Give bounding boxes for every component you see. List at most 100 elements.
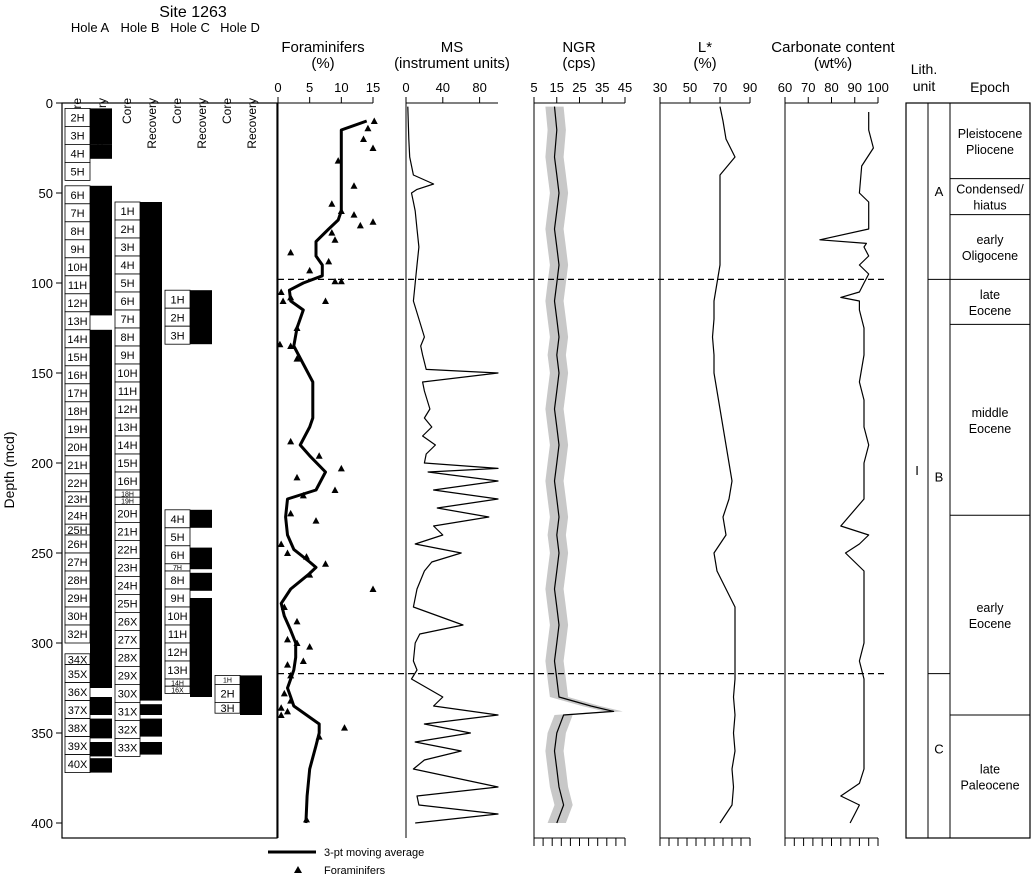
x-tick-label: 70 bbox=[801, 80, 815, 95]
depth-tick-label: 100 bbox=[31, 276, 53, 291]
core-label: 6H bbox=[170, 550, 184, 562]
x-tick-label: 5 bbox=[306, 80, 313, 95]
epoch-label: late bbox=[980, 288, 1000, 302]
core-label: 3H bbox=[170, 330, 184, 342]
core-label: 37X bbox=[68, 705, 88, 717]
data-point bbox=[356, 221, 364, 229]
core-label: 16X bbox=[171, 687, 184, 694]
x-tick-label: 70 bbox=[713, 80, 727, 95]
core-label: 35X bbox=[68, 669, 88, 681]
core-label: 1H bbox=[170, 294, 184, 306]
core-label: 2H bbox=[220, 689, 234, 701]
data-point bbox=[331, 236, 339, 243]
x-tick-label: 40 bbox=[436, 80, 450, 95]
recovery-bar bbox=[140, 742, 162, 755]
core-label: 29H bbox=[67, 593, 87, 605]
hole-name: Hole A bbox=[71, 20, 110, 35]
chart-unit-label: (wt%) bbox=[814, 55, 852, 72]
core-label: 28X bbox=[118, 653, 138, 665]
core-label: 18H bbox=[121, 491, 134, 498]
data-point bbox=[325, 257, 333, 265]
core-label: 27H bbox=[67, 557, 87, 569]
core-label: 22H bbox=[67, 478, 87, 490]
legend: 3-pt moving average Foraminifers bbox=[268, 847, 424, 877]
core-label: 32X bbox=[118, 725, 138, 737]
epoch-label: early bbox=[976, 601, 1004, 615]
core-label: 14H bbox=[171, 680, 184, 687]
core-panel-frame bbox=[61, 102, 278, 839]
epoch-label: Eocene bbox=[969, 617, 1011, 631]
core-box bbox=[64, 624, 91, 644]
core-label: 23H bbox=[67, 494, 87, 506]
core-label: 8H bbox=[120, 332, 134, 344]
chart-panel-3: L*(%) 30 50 70 90 bbox=[653, 39, 757, 846]
core-label: 30H bbox=[67, 611, 87, 623]
chart-title: NGR bbox=[562, 39, 596, 56]
lith-title-2: unit bbox=[913, 78, 936, 94]
data-point bbox=[322, 297, 329, 304]
chart-panel-0: Foraminifers(%) 0 5 10 15 bbox=[274, 39, 380, 838]
recovery-bar bbox=[90, 697, 112, 715]
data-point bbox=[293, 324, 301, 331]
series-line bbox=[407, 106, 499, 824]
epoch-label: Paleocene bbox=[960, 779, 1019, 793]
core-label: 11H bbox=[68, 280, 87, 292]
core-label: 7H bbox=[173, 565, 182, 572]
x-tick-label: 90 bbox=[848, 80, 862, 95]
core-label: 14H bbox=[67, 334, 87, 346]
recovery-bar bbox=[90, 144, 112, 159]
x-tick-label: 100 bbox=[867, 80, 889, 95]
hole-name: Hole C bbox=[170, 20, 210, 35]
chart-unit-label: (cps) bbox=[562, 55, 595, 72]
data-point bbox=[306, 266, 314, 274]
core-label: 13H bbox=[167, 665, 187, 677]
data-point bbox=[284, 635, 291, 643]
data-point bbox=[284, 661, 291, 668]
core-label: 21H bbox=[117, 527, 137, 539]
core-label: 13H bbox=[117, 422, 137, 434]
x-tick-label: 15 bbox=[550, 80, 564, 95]
epoch-label: Pliocene bbox=[966, 143, 1014, 157]
data-point bbox=[303, 815, 310, 823]
core-label: 29X bbox=[118, 671, 138, 683]
data-point bbox=[337, 464, 345, 472]
data-point bbox=[277, 704, 285, 711]
lith-title: Lith. bbox=[911, 61, 937, 77]
core-box bbox=[164, 325, 191, 345]
core-label: 8H bbox=[70, 226, 84, 238]
subunit-label: B bbox=[935, 470, 944, 485]
core-label: 15H bbox=[67, 352, 87, 364]
core-label: 40X bbox=[68, 759, 88, 771]
site-title: Site 1263 bbox=[159, 4, 227, 21]
core-label: 24H bbox=[117, 581, 137, 593]
epoch-label: early bbox=[976, 233, 1004, 247]
legend-line-label: 3-pt moving average bbox=[324, 847, 424, 859]
recovery-bar bbox=[90, 742, 112, 757]
legend-marker-label: Foraminifers bbox=[324, 865, 386, 877]
x-tick-label: 80 bbox=[824, 80, 838, 95]
core-label: 12H bbox=[117, 404, 137, 416]
core-label: 32H bbox=[67, 629, 87, 641]
data-point bbox=[337, 277, 345, 285]
core-label: 1H bbox=[223, 678, 232, 685]
depth-tick-label: 250 bbox=[31, 546, 53, 561]
core-label: 21H bbox=[67, 460, 87, 472]
x-tick-label: 25 bbox=[572, 80, 586, 95]
x-tick-label: 90 bbox=[743, 80, 757, 95]
chart-unit-label: (instrument units) bbox=[394, 55, 510, 72]
core-box bbox=[214, 702, 241, 714]
data-point bbox=[303, 553, 310, 560]
core-label: 16H bbox=[67, 370, 87, 382]
data-point bbox=[287, 697, 295, 704]
epoch-label: Eocene bbox=[969, 304, 1011, 318]
epoch-label: middle bbox=[972, 406, 1009, 420]
x-tick-label: 15 bbox=[366, 80, 380, 95]
core-label: 25H bbox=[117, 599, 137, 611]
data-point bbox=[287, 248, 295, 256]
series-line bbox=[553, 106, 615, 824]
data-point bbox=[322, 560, 329, 567]
data-point bbox=[337, 207, 345, 214]
depth-tick-label: 200 bbox=[31, 456, 53, 471]
data-point bbox=[299, 491, 307, 499]
